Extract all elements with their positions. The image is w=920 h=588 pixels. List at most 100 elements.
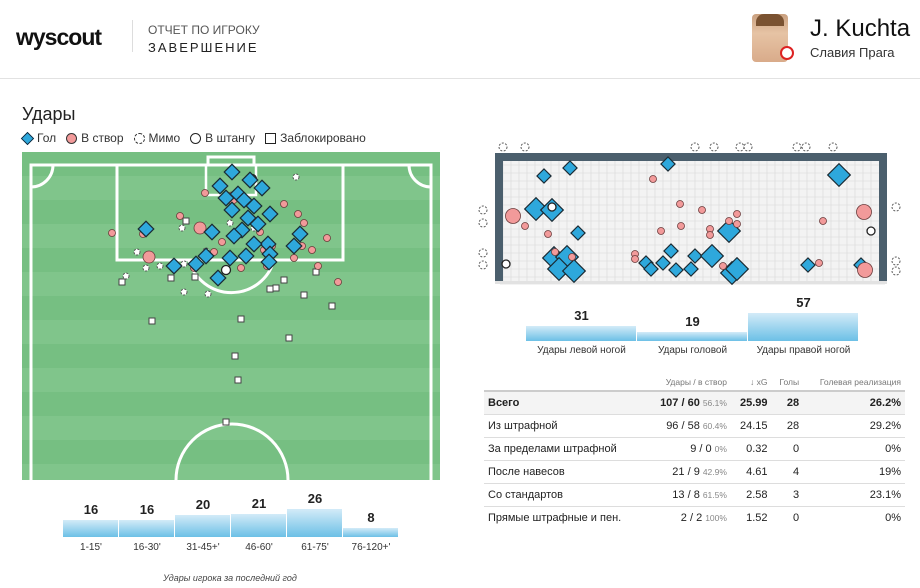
blocked-shot-marker[interactable] [192, 274, 198, 280]
bar[interactable] [231, 514, 286, 537]
col-header[interactable]: Голы [772, 373, 804, 391]
on-target-shot-marker[interactable] [238, 265, 245, 272]
on-target-shot-marker[interactable] [650, 176, 657, 183]
missed-shot-marker[interactable] [205, 291, 211, 297]
bar[interactable] [175, 515, 230, 537]
blocked-shot-marker[interactable] [232, 353, 238, 359]
on-target-shot-marker[interactable] [707, 232, 714, 239]
on-target-shot-marker[interactable] [699, 207, 706, 214]
on-target-shot-marker[interactable] [324, 235, 331, 242]
missed-shot-marker[interactable] [793, 143, 801, 151]
missed-shot-marker[interactable] [892, 203, 900, 211]
on-target-shot-marker[interactable] [678, 223, 685, 230]
on-target-shot-marker[interactable] [315, 263, 322, 270]
blocked-shot-marker[interactable] [149, 318, 155, 324]
legend-blocked[interactable]: Заблокировано [265, 131, 366, 145]
post-shot-marker[interactable] [867, 227, 875, 235]
table-row[interactable]: После навесов 21 / 9 42.9% 4.61 4 19% [484, 460, 905, 483]
table-row[interactable]: Всего 107 / 60 56.1% 25.99 28 26.2% [484, 391, 905, 414]
missed-shot-marker[interactable] [227, 220, 233, 226]
post-shot-marker[interactable] [502, 260, 510, 268]
missed-shot-marker[interactable] [829, 143, 837, 151]
on-target-shot-marker[interactable] [677, 201, 684, 208]
blocked-shot-marker[interactable] [281, 277, 287, 283]
on-target-shot-marker[interactable] [720, 263, 727, 270]
bar[interactable] [287, 509, 342, 537]
blocked-shot-marker[interactable] [267, 286, 273, 292]
on-target-shot-marker[interactable] [143, 251, 155, 263]
blocked-shot-marker[interactable] [313, 269, 319, 275]
col-header[interactable]: ↓ xG [731, 373, 772, 391]
on-target-shot-marker[interactable] [281, 201, 288, 208]
blocked-shot-marker[interactable] [183, 218, 189, 224]
table-row[interactable]: Из штрафной 96 / 58 60.4% 24.15 28 29.2% [484, 414, 905, 437]
blocked-shot-marker[interactable] [286, 335, 292, 341]
on-target-shot-marker[interactable] [219, 239, 226, 246]
on-target-shot-marker[interactable] [301, 220, 308, 227]
on-target-shot-marker[interactable] [632, 256, 639, 263]
on-target-shot-marker[interactable] [857, 205, 872, 220]
col-header[interactable]: Голевая реализация [803, 373, 905, 391]
blocked-shot-marker[interactable] [329, 303, 335, 309]
missed-shot-marker[interactable] [736, 143, 744, 151]
blocked-shot-marker[interactable] [301, 292, 307, 298]
blocked-shot-marker[interactable] [223, 419, 229, 425]
blocked-shot-marker[interactable] [168, 275, 174, 281]
on-target-shot-marker[interactable] [858, 263, 873, 278]
legend-on-target[interactable]: В створ [66, 131, 123, 145]
on-target-shot-marker[interactable] [109, 230, 116, 237]
on-target-shot-marker[interactable] [820, 218, 827, 225]
blocked-shot-marker[interactable] [119, 279, 125, 285]
missed-shot-marker[interactable] [293, 174, 299, 180]
bar[interactable] [748, 313, 858, 341]
on-target-shot-marker[interactable] [726, 218, 733, 225]
on-target-shot-marker[interactable] [177, 213, 184, 220]
bar[interactable] [637, 332, 747, 341]
on-target-shot-marker[interactable] [335, 279, 342, 286]
post-shot-marker[interactable] [222, 266, 231, 275]
bar[interactable] [526, 326, 636, 341]
on-target-shot-marker[interactable] [522, 223, 529, 230]
on-target-shot-marker[interactable] [552, 249, 559, 256]
missed-shot-marker[interactable] [179, 225, 185, 231]
blocked-shot-marker[interactable] [235, 377, 241, 383]
on-target-shot-marker[interactable] [309, 247, 316, 254]
missed-shot-marker[interactable] [744, 143, 752, 151]
table-row[interactable]: Прямые штрафные и пен. 2 / 2 100% 1.52 0 … [484, 506, 905, 529]
blocked-shot-marker[interactable] [273, 285, 279, 291]
on-target-shot-marker[interactable] [545, 231, 552, 238]
missed-shot-marker[interactable] [892, 267, 900, 275]
col-header[interactable]: Удары / в створ [645, 373, 731, 391]
post-shot-marker[interactable] [548, 203, 556, 211]
missed-shot-marker[interactable] [157, 263, 163, 269]
missed-shot-marker[interactable] [123, 273, 129, 279]
missed-shot-marker[interactable] [479, 261, 487, 269]
missed-shot-marker[interactable] [802, 143, 810, 151]
table-row[interactable]: За пределами штрафной 9 / 0 0% 0.32 0 0% [484, 437, 905, 460]
missed-shot-marker[interactable] [892, 257, 900, 265]
legend-post[interactable]: В штангу [190, 131, 255, 145]
missed-shot-marker[interactable] [143, 265, 149, 271]
on-target-shot-marker[interactable] [658, 228, 665, 235]
on-target-shot-marker[interactable] [734, 211, 741, 218]
on-target-shot-marker[interactable] [202, 190, 209, 197]
missed-shot-marker[interactable] [479, 219, 487, 227]
missed-shot-marker[interactable] [499, 143, 507, 151]
missed-shot-marker[interactable] [181, 289, 187, 295]
on-target-shot-marker[interactable] [291, 255, 298, 262]
bar[interactable] [63, 520, 118, 537]
missed-shot-marker[interactable] [134, 249, 140, 255]
on-target-shot-marker[interactable] [734, 221, 741, 228]
on-target-shot-marker[interactable] [816, 260, 823, 267]
on-target-shot-marker[interactable] [506, 209, 521, 224]
table-row[interactable]: Со стандартов 13 / 8 61.5% 2.58 3 23.1% [484, 483, 905, 506]
missed-shot-marker[interactable] [479, 206, 487, 214]
legend-goal[interactable]: Гол [22, 131, 56, 145]
missed-shot-marker[interactable] [710, 143, 718, 151]
bar[interactable] [119, 520, 174, 537]
on-target-shot-marker[interactable] [569, 254, 576, 261]
missed-shot-marker[interactable] [479, 249, 487, 257]
blocked-shot-marker[interactable] [238, 316, 244, 322]
on-target-shot-marker[interactable] [295, 211, 302, 218]
missed-shot-marker[interactable] [691, 143, 699, 151]
